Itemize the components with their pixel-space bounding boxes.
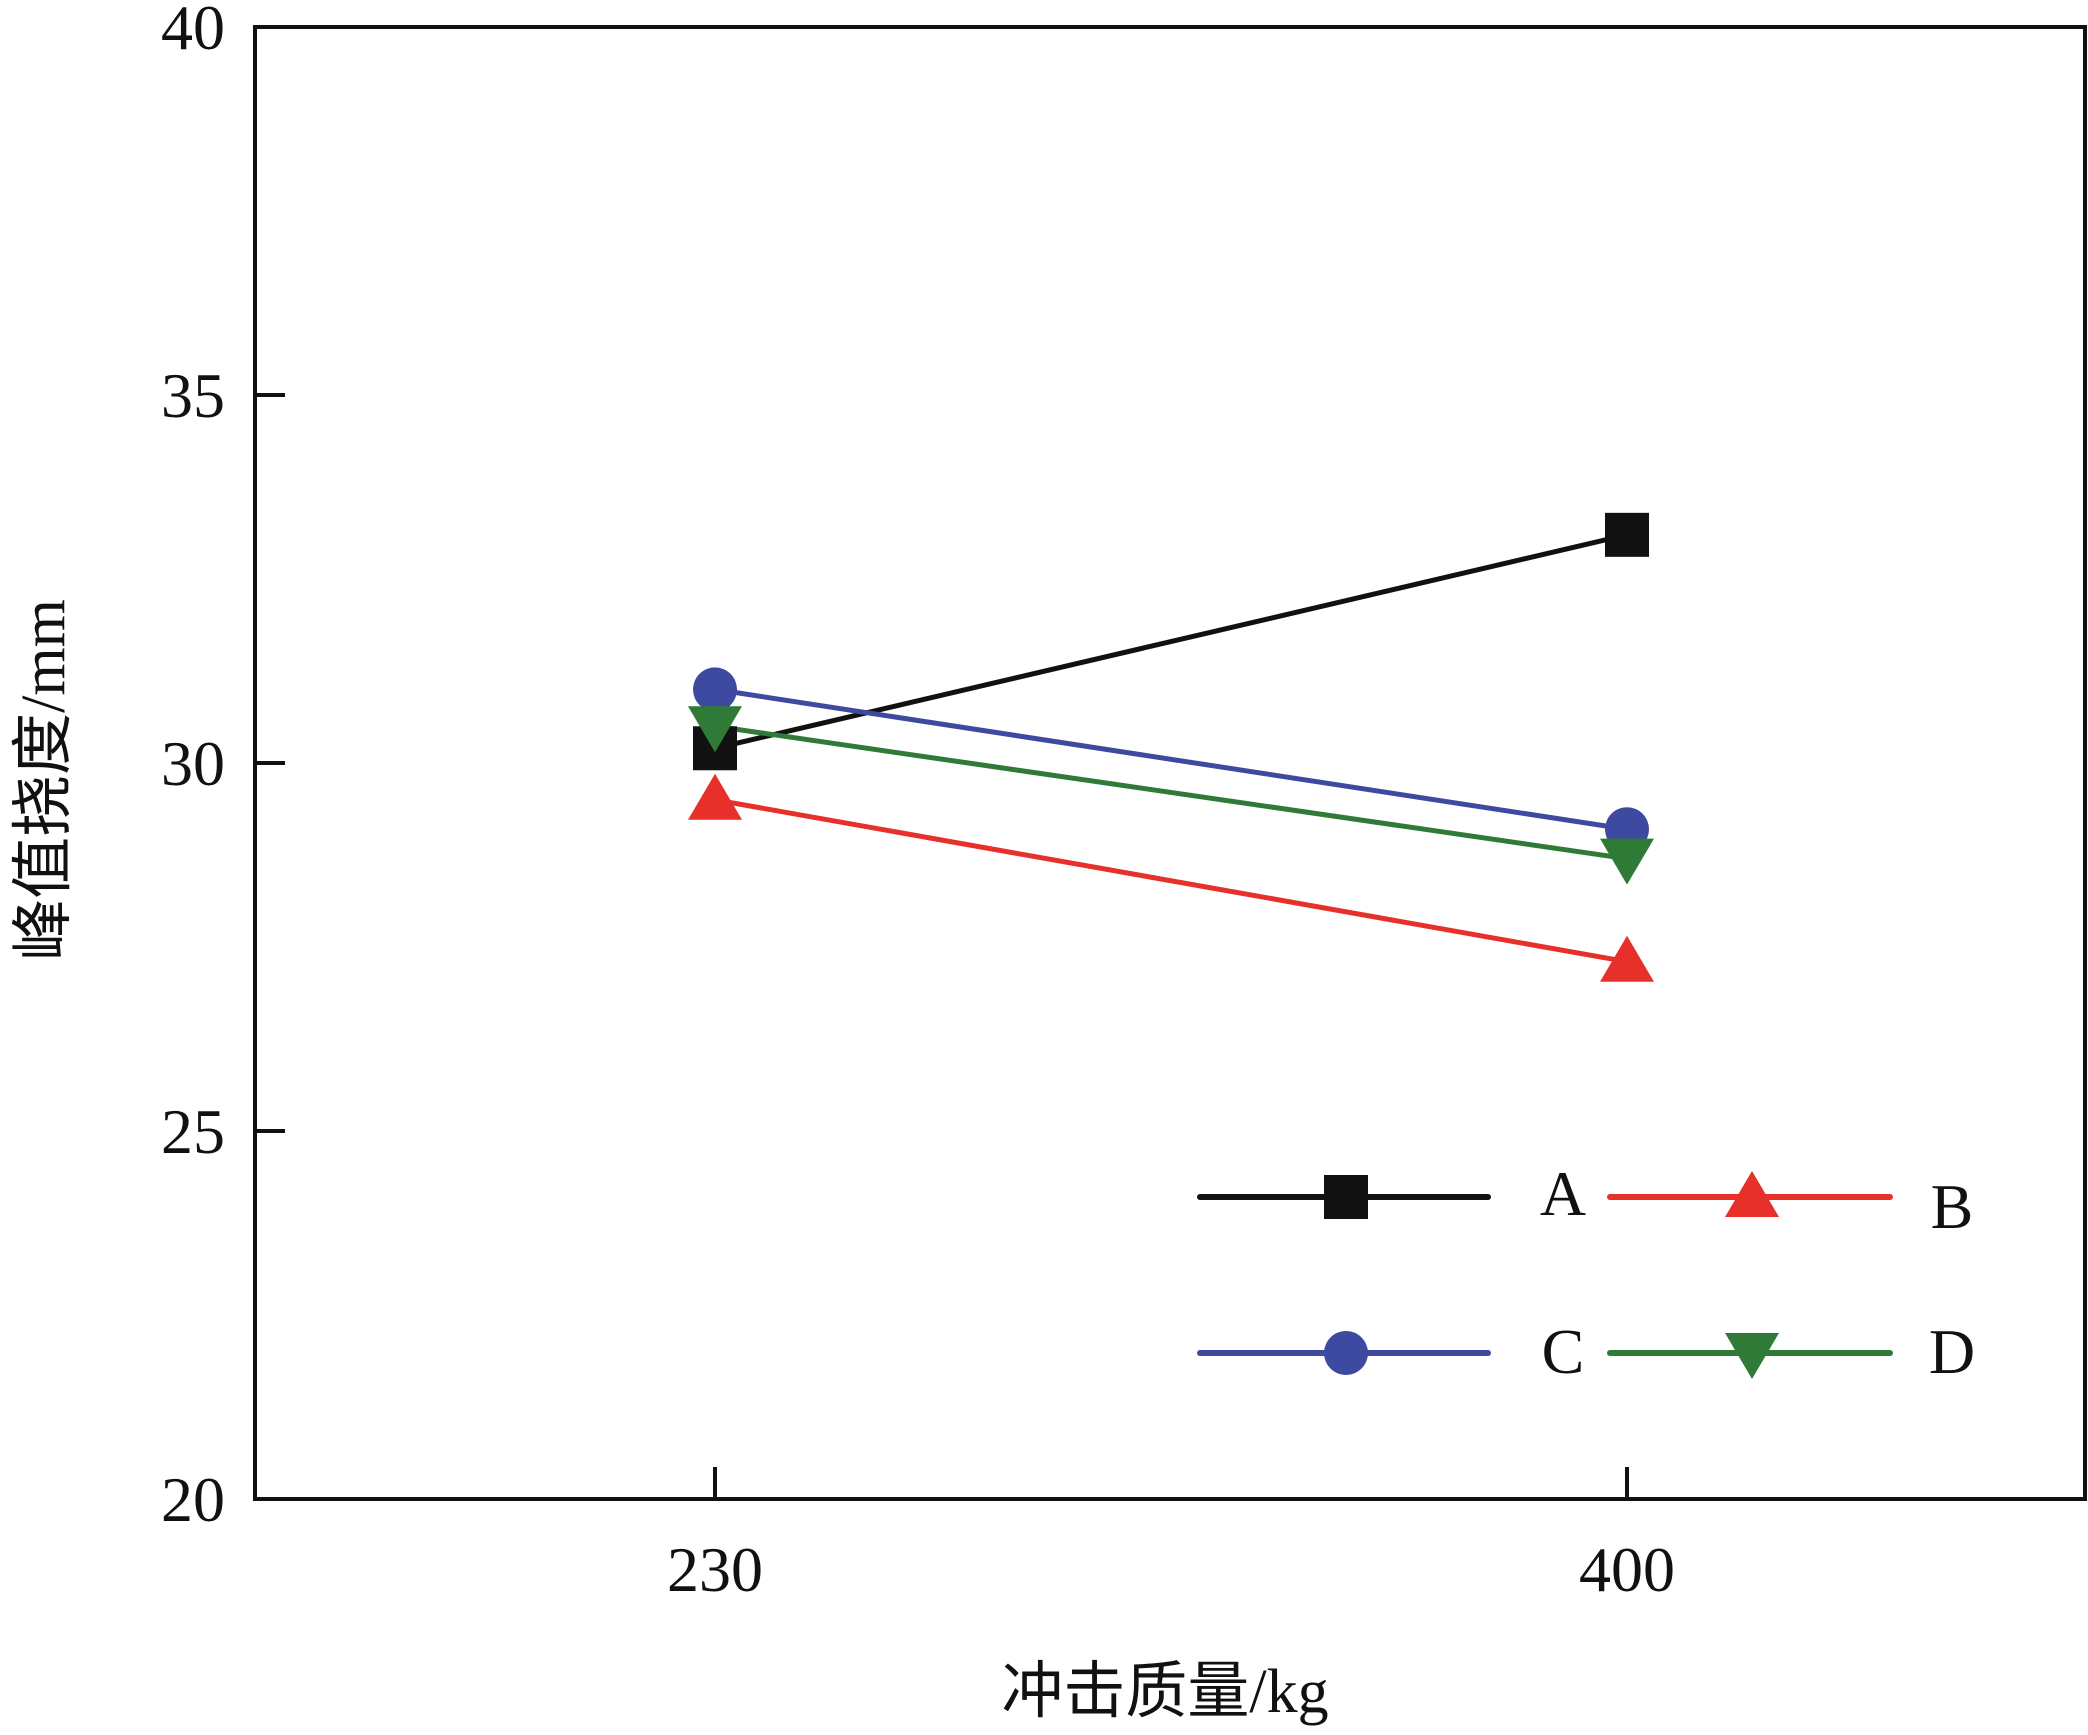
series-line-a [714, 532, 1628, 751]
legend-marker-c [1324, 1331, 1368, 1375]
y-axis-title: 峰值挠度/mm [10, 599, 78, 961]
legend-label-d: D [1929, 1316, 1975, 1387]
data-point-c-230 [693, 667, 737, 712]
series-markers [688, 512, 1654, 982]
series-line-d [714, 723, 1628, 862]
legend-label-a: A [1540, 1158, 1586, 1229]
legend-marker-a [1324, 1175, 1368, 1219]
y-tick-label: 35 [161, 360, 225, 431]
legend: A B C D [1197, 1158, 1975, 1387]
y-axis: 20 25 30 35 40 [161, 0, 285, 1535]
data-point-d-400 [1600, 838, 1654, 885]
series-line-b [714, 797, 1628, 965]
data-point-a-400 [1605, 512, 1649, 557]
x-tick-label: 230 [667, 1534, 763, 1605]
y-tick-label: 30 [161, 728, 225, 799]
data-point-b-400 [1600, 935, 1654, 982]
legend-label-c: C [1542, 1316, 1585, 1387]
series-lines [714, 532, 1628, 965]
legend-marker-d [1725, 1333, 1779, 1379]
legend-marker-b [1725, 1171, 1779, 1217]
data-point-b-230 [688, 773, 742, 820]
y-tick-label: 25 [161, 1096, 225, 1167]
plot-frame [253, 25, 2087, 1501]
y-tick-label: 20 [161, 1464, 225, 1535]
y-tick-label: 40 [161, 0, 225, 63]
x-axis-title: 冲击质量/kg [1001, 1658, 1328, 1726]
data-point-d-230 [688, 706, 742, 753]
x-axis: 230 400 [667, 1467, 1675, 1605]
x-tick-label: 400 [1579, 1534, 1675, 1605]
legend-label-b: B [1931, 1171, 1974, 1242]
series-line-c [714, 686, 1628, 832]
